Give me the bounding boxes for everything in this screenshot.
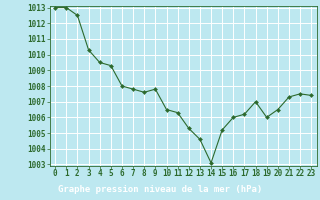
Text: Graphe pression niveau de la mer (hPa): Graphe pression niveau de la mer (hPa): [58, 185, 262, 194]
